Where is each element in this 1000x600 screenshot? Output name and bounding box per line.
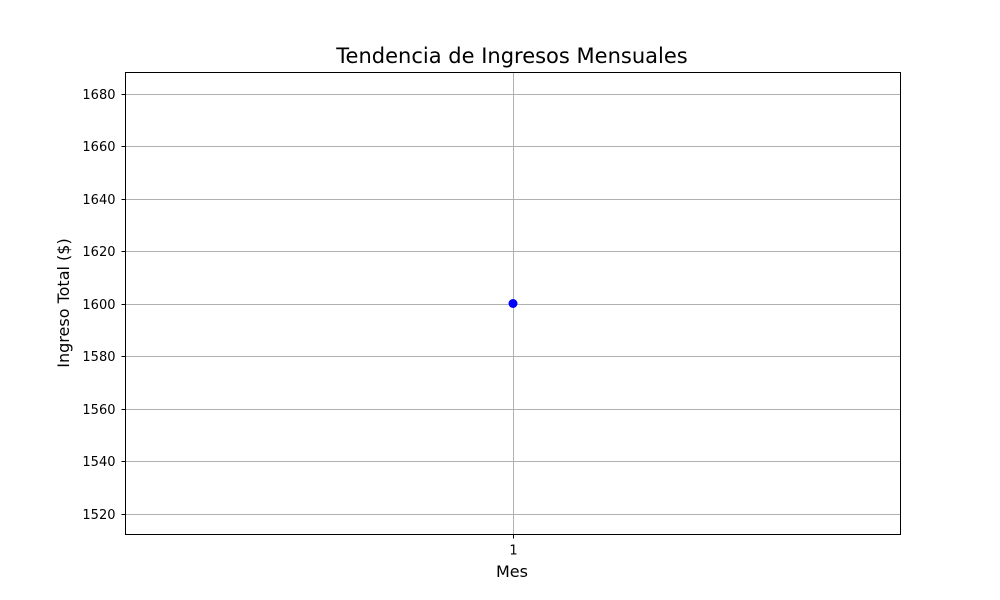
data-point — [508, 299, 518, 308]
y-tick-label: 1560 — [82, 403, 115, 418]
y-tick-label: 1540 — [82, 455, 115, 470]
chart-title: Tendencia de Ingresos Mensuales — [335, 44, 687, 68]
y-tick-label: 1580 — [82, 350, 115, 365]
axis-ticks: 1520 1540 1560 1580 1600 1620 1640 1660 1680 1 — [82, 88, 517, 559]
plot-frame — [125, 72, 901, 535]
y-tick-label: 1600 — [82, 298, 115, 313]
y-tick-label: 1640 — [82, 193, 115, 208]
x-axis-label: Mes — [496, 562, 528, 581]
series-points — [508, 299, 518, 308]
y-tick-label: 1680 — [82, 88, 115, 103]
y-tick-label: 1620 — [82, 245, 115, 260]
y-tick-label: 1520 — [82, 508, 115, 523]
y-tick-label: 1660 — [82, 140, 115, 155]
y-axis-label: Ingreso Total ($) — [54, 238, 73, 367]
x-tick-label: 1 — [509, 544, 517, 559]
